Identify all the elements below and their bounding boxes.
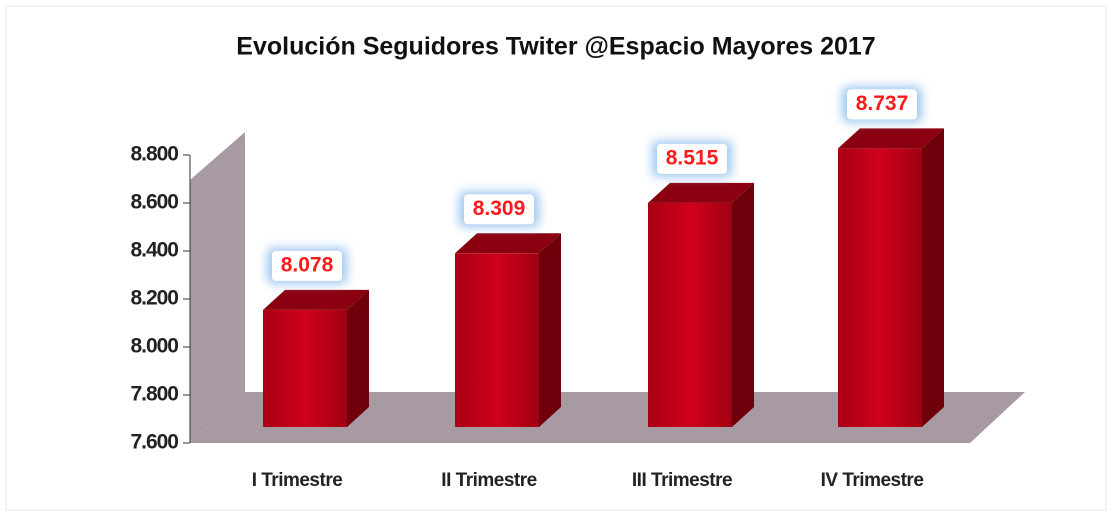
x-tick-label: II Trimestre <box>441 470 536 491</box>
y-tick-label: 8.200 <box>130 287 178 310</box>
value-label: 8.078 <box>281 253 334 276</box>
y-tick-label: 8.800 <box>130 143 178 166</box>
y-tick-label: 8.400 <box>130 239 178 262</box>
bar-top <box>455 233 561 254</box>
chart-title: Evolución Seguidores Twiter @Espacio May… <box>236 33 875 61</box>
bar-side <box>732 182 754 427</box>
bar-side <box>347 289 369 427</box>
floor <box>190 392 1025 443</box>
value-label-box <box>657 143 727 174</box>
value-label: 8.737 <box>856 92 909 115</box>
bar <box>838 148 922 427</box>
x-tick-label: III Trimestre <box>632 470 732 491</box>
y-tick-label: 7.600 <box>130 431 178 454</box>
bar-top <box>838 128 944 149</box>
value-label: 8.309 <box>473 197 526 220</box>
bar-side <box>539 233 561 427</box>
y-tick-label: 8.600 <box>130 191 178 214</box>
y-tick-label: 7.800 <box>130 383 178 406</box>
bar <box>263 309 347 427</box>
bar <box>648 202 732 427</box>
value-label-box <box>847 89 917 120</box>
value-label-box <box>464 194 534 225</box>
x-tick-label: I Trimestre <box>252 470 343 491</box>
side-wall <box>190 132 245 443</box>
bar-top <box>263 289 369 310</box>
bar <box>455 253 539 427</box>
bar-side <box>922 128 944 427</box>
value-label-box <box>272 250 342 281</box>
value-label: 8.515 <box>666 146 719 169</box>
y-tick-label: 8.000 <box>130 335 178 358</box>
bar-top <box>648 182 754 203</box>
x-tick-label: IV Trimestre <box>821 470 924 491</box>
